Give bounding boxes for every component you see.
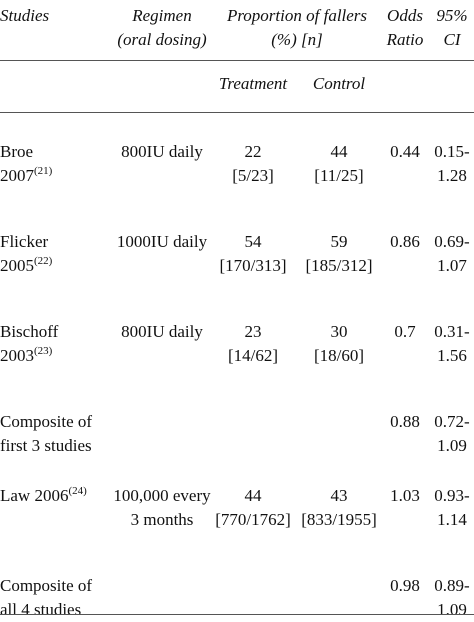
study-reference: (24) (68, 485, 87, 497)
study-year-text: 2005 (0, 256, 34, 275)
treatment-n: [5/23] (232, 166, 274, 185)
control-n: [18/60] (313, 346, 365, 365)
study-name: Composite of (0, 576, 93, 595)
header-treatment: Treatment (218, 74, 288, 93)
ci-lower: 0.15- (434, 142, 470, 161)
odds-ratio: 0.86 (390, 232, 420, 251)
header-odds: Odds (387, 6, 423, 25)
study-year: 2003(23) (0, 344, 120, 368)
header-proportion: Proportion of fallers (226, 6, 368, 25)
header-ratio: Ratio (386, 30, 424, 49)
bottom-rule (0, 614, 474, 615)
regimen: 1000IU daily (116, 232, 208, 251)
control-pct: 30 (330, 322, 348, 341)
treatment-n: [170/313] (219, 256, 287, 275)
control-n: [11/25] (314, 166, 364, 185)
ci-upper: 1.07 (437, 256, 467, 275)
header-ci: CI (443, 30, 461, 49)
study-year-text: 2007 (0, 166, 34, 185)
treatment-pct: 44 (244, 486, 262, 505)
ci-lower: 0.72- (434, 412, 470, 431)
study-year: first 3 studies (0, 436, 92, 455)
study-name: Flicker (0, 232, 49, 251)
control-n: [833/1955] (301, 510, 377, 529)
header-studies: Studies (0, 6, 50, 25)
header-rule (0, 60, 474, 61)
ci-lower: 0.89- (434, 576, 470, 595)
ci-lower: 0.93- (434, 486, 470, 505)
ci-upper: 1.28 (437, 166, 467, 185)
ci-upper: 1.14 (437, 510, 467, 529)
treatment-pct: 22 (244, 142, 262, 161)
study-reference: (23) (34, 345, 53, 357)
study-year-text: 2003 (0, 346, 34, 365)
treatment-n: [14/62] (227, 346, 279, 365)
regimen-line2: 3 months (130, 510, 194, 529)
header-proportion-sub: (%) [n] (271, 30, 323, 49)
regimen: 800IU daily (121, 322, 203, 341)
control-pct: 59 (330, 232, 348, 251)
study-year: all 4 studies (0, 600, 82, 619)
ci-lower: 0.69- (434, 232, 470, 251)
control-pct: 44 (330, 142, 348, 161)
odds-ratio: 0.98 (390, 576, 420, 595)
study-name: Composite of (0, 412, 93, 431)
odds-ratio: 0.44 (390, 142, 420, 161)
study-name: Broe (0, 142, 34, 161)
control-pct: 43 (330, 486, 348, 505)
study-year: 2007(21) (0, 164, 120, 188)
odds-ratio: 0.88 (390, 412, 420, 431)
header-ci-pct: 95% (436, 6, 468, 25)
ci-upper: 1.56 (437, 346, 467, 365)
control-n: [185/312] (305, 256, 373, 275)
ci-upper: 1.09 (437, 600, 467, 619)
treatment-pct: 23 (244, 322, 262, 341)
treatment-n: [770/1762] (215, 510, 291, 529)
odds-ratio: 1.03 (390, 486, 420, 505)
ci-upper: 1.09 (437, 436, 467, 455)
study-reference: (22) (34, 255, 53, 267)
subheader-rule (0, 112, 474, 113)
ci-lower: 0.31- (434, 322, 470, 341)
treatment-pct: 54 (244, 232, 262, 251)
study-name: Bischoff (0, 322, 59, 341)
header-regimen: Regimen (132, 6, 192, 25)
study-name: Law 2006(24) (0, 485, 87, 506)
odds-ratio: 0.7 (394, 322, 416, 341)
study-reference: (21) (34, 165, 53, 177)
header-control: Control (312, 74, 366, 93)
regimen: 800IU daily (121, 142, 203, 161)
header-regimen-sub: (oral dosing) (117, 30, 207, 49)
regimen: 100,000 every (113, 486, 211, 505)
study-year: 2005(22) (0, 254, 120, 278)
